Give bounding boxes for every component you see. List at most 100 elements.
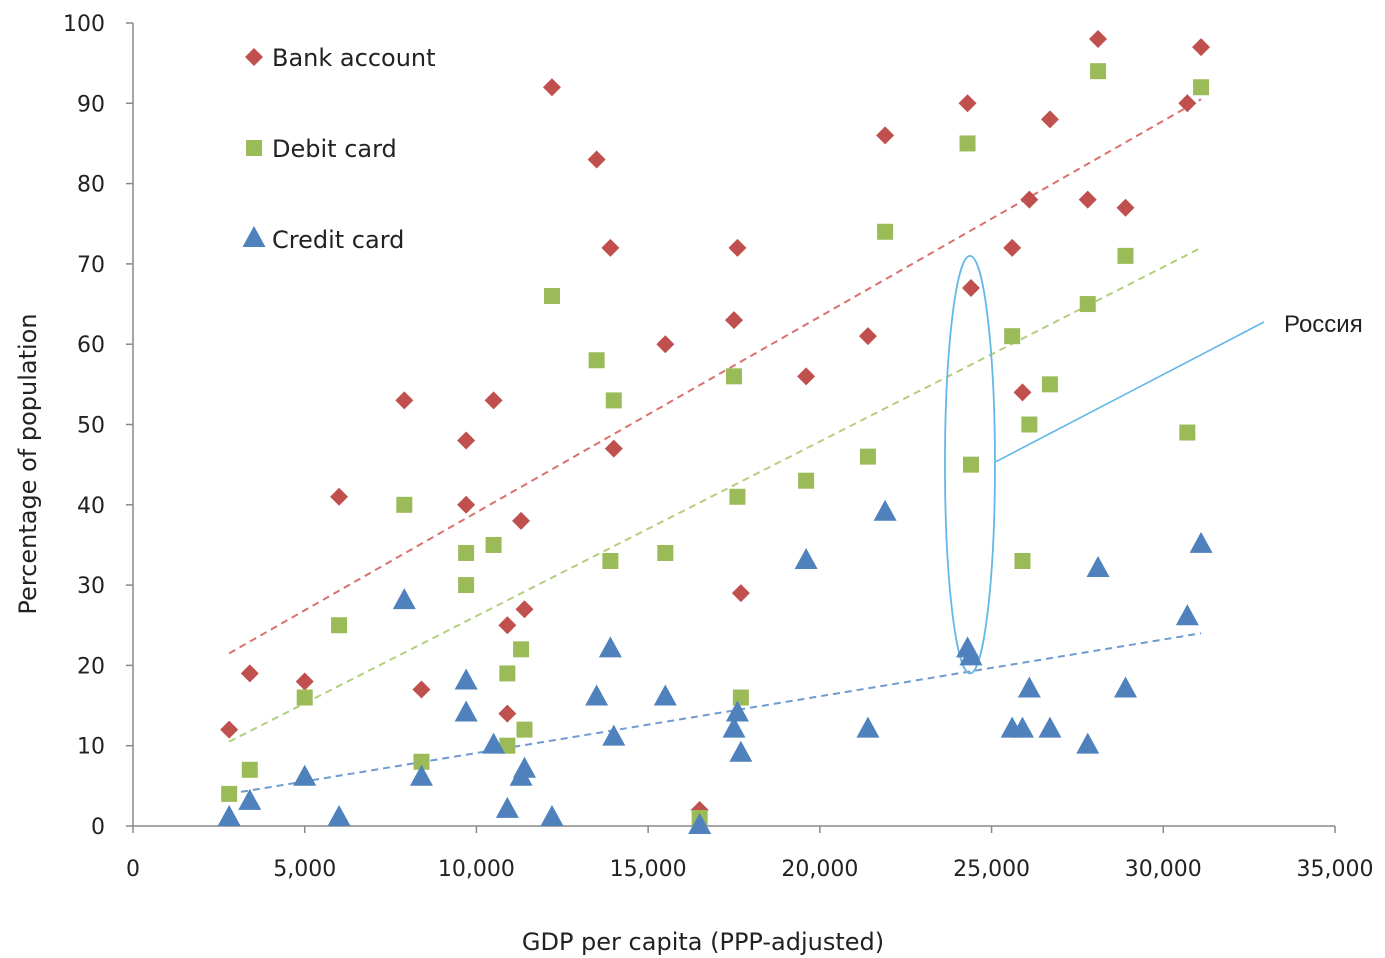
x-tick-label: 35,000	[1297, 857, 1374, 882]
credit-card-point	[873, 499, 897, 521]
credit-card-point	[327, 804, 351, 826]
debit-card-point	[543, 288, 560, 305]
y-tick-label: 70	[77, 253, 105, 278]
debit-card-point	[962, 456, 979, 473]
x-tick-label: 5,000	[273, 857, 336, 882]
legend-label: Bank account	[272, 44, 436, 72]
highlight-ellipse	[944, 254, 996, 675]
bank-account-point	[220, 720, 239, 739]
y-tick-label: 40	[77, 494, 105, 519]
y-tick-label: 0	[91, 815, 105, 840]
credit-card-point	[1010, 716, 1034, 738]
credit-card-point	[392, 588, 416, 610]
debit-card-point	[516, 721, 533, 738]
credit-card-point	[794, 547, 818, 569]
debit-card-point	[1041, 376, 1058, 393]
bank-account-point	[958, 94, 977, 113]
y-tick-label: 50	[77, 414, 105, 439]
bank-account-point	[457, 495, 476, 514]
y-tick-label: 30	[77, 574, 105, 599]
legend-label: Debit card	[272, 135, 397, 163]
bank-account-point	[587, 150, 606, 169]
bank-account-point	[1116, 198, 1135, 217]
debit-card-point	[859, 448, 876, 465]
bank-account-point	[1089, 30, 1108, 49]
debit-card-point	[657, 544, 674, 561]
legend-marker	[245, 48, 263, 66]
bank-account-point	[1178, 94, 1197, 113]
bank-account-point	[295, 672, 314, 691]
credit-card-point	[454, 668, 478, 690]
legend-label: Credit card	[272, 226, 404, 254]
credit-card-point	[602, 724, 626, 746]
bank-account-point	[728, 238, 747, 257]
bank-account-point	[542, 78, 561, 97]
trendline-credit-card	[228, 632, 1202, 795]
credit-card-point	[598, 636, 622, 658]
credit-card-point	[856, 716, 880, 738]
debit-card-point	[1117, 247, 1134, 264]
bank-account-point	[961, 278, 980, 297]
credit-card-point	[1076, 732, 1100, 754]
debit-card-point	[1193, 79, 1210, 96]
credit-card-point	[482, 732, 506, 754]
annotation-leader-line	[995, 321, 1265, 463]
debit-card-point	[877, 223, 894, 240]
credit-card-point	[495, 796, 519, 818]
debit-card-point	[602, 553, 619, 570]
credit-card-point	[585, 684, 609, 706]
y-axis-title: Percentage of population	[14, 313, 42, 614]
credit-card-point	[959, 644, 983, 666]
credit-card-point	[1175, 604, 1199, 626]
x-tick-label: 25,000	[953, 857, 1030, 882]
x-tick-label: 30,000	[1125, 857, 1202, 882]
credit-card-point	[1017, 676, 1041, 698]
legend: Bank account Debit card Credit card	[242, 44, 436, 254]
bank-account-point	[1020, 190, 1039, 209]
debit-card-point	[221, 785, 238, 802]
trendline-bank-account	[228, 98, 1202, 655]
trendline-debit-card	[228, 246, 1202, 743]
legend-marker	[242, 225, 266, 247]
y-tick-label: 100	[63, 12, 105, 37]
credit-card-point	[454, 700, 478, 722]
credit-card-point	[217, 804, 241, 826]
credit-card-point	[688, 812, 712, 834]
bank-account-point	[412, 680, 431, 699]
debit-card-point	[296, 689, 313, 706]
debit-card-point	[499, 665, 516, 682]
debit-card-point	[588, 352, 605, 369]
credit-card-point	[409, 764, 433, 786]
y-tick-label: 60	[77, 333, 105, 358]
debit-card-point	[1004, 328, 1021, 345]
credit-card-point	[1086, 556, 1110, 578]
debit-card-point	[241, 761, 258, 778]
credit-card-point	[1038, 716, 1062, 738]
bank-account-point	[1003, 238, 1022, 257]
bank-account-point	[725, 311, 743, 330]
credit-card-point	[722, 716, 746, 738]
data-markers	[217, 30, 1213, 834]
debit-card-point	[485, 536, 502, 553]
x-tick-label: 20,000	[781, 857, 858, 882]
credit-card-point	[513, 756, 537, 778]
credit-card-point	[540, 804, 564, 826]
axes: 0 5,000 10,000 15,000 20,000 25,000 30,000 35,0…	[63, 12, 1373, 882]
debit-card-point	[331, 617, 348, 634]
debit-card-point	[732, 689, 749, 706]
bank-account-point	[1013, 383, 1032, 402]
bank-account-point	[601, 238, 620, 257]
credit-card-point	[729, 740, 753, 762]
credit-card-point	[1189, 531, 1213, 553]
bank-account-point	[876, 126, 895, 145]
bank-account-point	[1192, 38, 1211, 57]
annotation-layer: Россия	[944, 254, 1363, 675]
x-tick-label: 0	[126, 857, 140, 882]
debit-card-point	[413, 753, 430, 770]
credit-card-point	[653, 684, 677, 706]
bank-account-point	[395, 391, 414, 410]
debit-card-point	[1179, 424, 1196, 441]
credit-card-point	[1114, 676, 1138, 698]
debit-card-point	[605, 392, 622, 409]
